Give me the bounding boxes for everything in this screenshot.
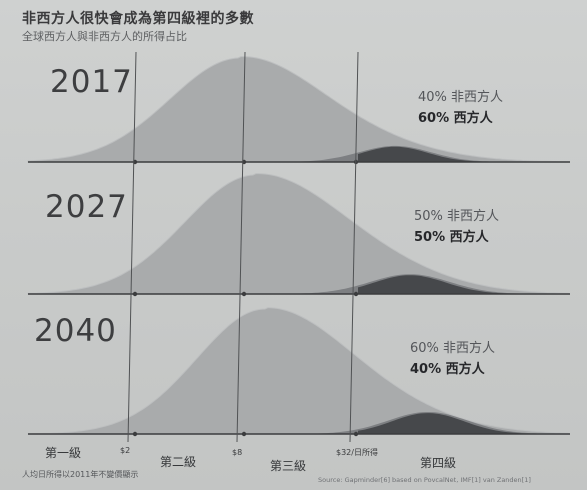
main-distribution-2027 <box>27 173 571 295</box>
chart-title: 非西方人很快會成為第四級裡的多數 <box>22 11 254 27</box>
western-core-2040 <box>358 413 570 434</box>
chart-subtitle: 全球西方人與非西方人的所得占比 <box>22 30 187 43</box>
baseline-tick-2040-2 <box>241 431 247 437</box>
share-nonwestern-2017: 40% 非西方人 <box>418 90 504 105</box>
level-label-2: 第二級 <box>160 455 197 469</box>
guide-line-2 <box>236 51 246 443</box>
level-label-4: 第四級 <box>420 456 457 470</box>
share-nonwestern-2027: 50% 非西方人 <box>414 209 500 224</box>
baseline-tick-2027-2 <box>241 291 247 297</box>
source-note: Source: Gapminder[6] based on PovcalNet,… <box>318 476 531 484</box>
year-label-2027: 2027 <box>45 189 128 225</box>
share-nonwestern-2040: 60% 非西方人 <box>410 341 496 356</box>
share-western-2040: 40% 西方人 <box>410 362 485 377</box>
year-label-2040: 2040 <box>34 313 117 349</box>
share-western-2017: 60% 西方人 <box>418 111 493 126</box>
baseline-tick-2040-1 <box>132 431 138 437</box>
level-label-3: 第三級 <box>270 459 307 473</box>
baseline-tick-2027-3 <box>353 291 359 297</box>
year-label-2017: 2017 <box>50 64 133 100</box>
baseline-tick-2027-1 <box>132 291 138 297</box>
guide-line-3 <box>349 51 359 443</box>
baseline-tick-2040-3 <box>353 431 359 437</box>
x-tick-2: $2 <box>120 446 131 455</box>
share-western-2027: 50% 西方人 <box>414 230 489 245</box>
level-label-1: 第一級 <box>45 446 82 460</box>
guide-line-1 <box>127 51 137 443</box>
x-tick-8: $8 <box>232 448 243 457</box>
main-distribution-2040 <box>27 307 571 435</box>
x-tick-32: $32/日所得 <box>336 448 378 457</box>
western-core-2017 <box>358 146 570 162</box>
footnote: 人均日所得以2011年不變價顯示 <box>22 470 139 479</box>
main-distribution-2017 <box>27 56 571 163</box>
western-core-2027 <box>358 275 570 294</box>
